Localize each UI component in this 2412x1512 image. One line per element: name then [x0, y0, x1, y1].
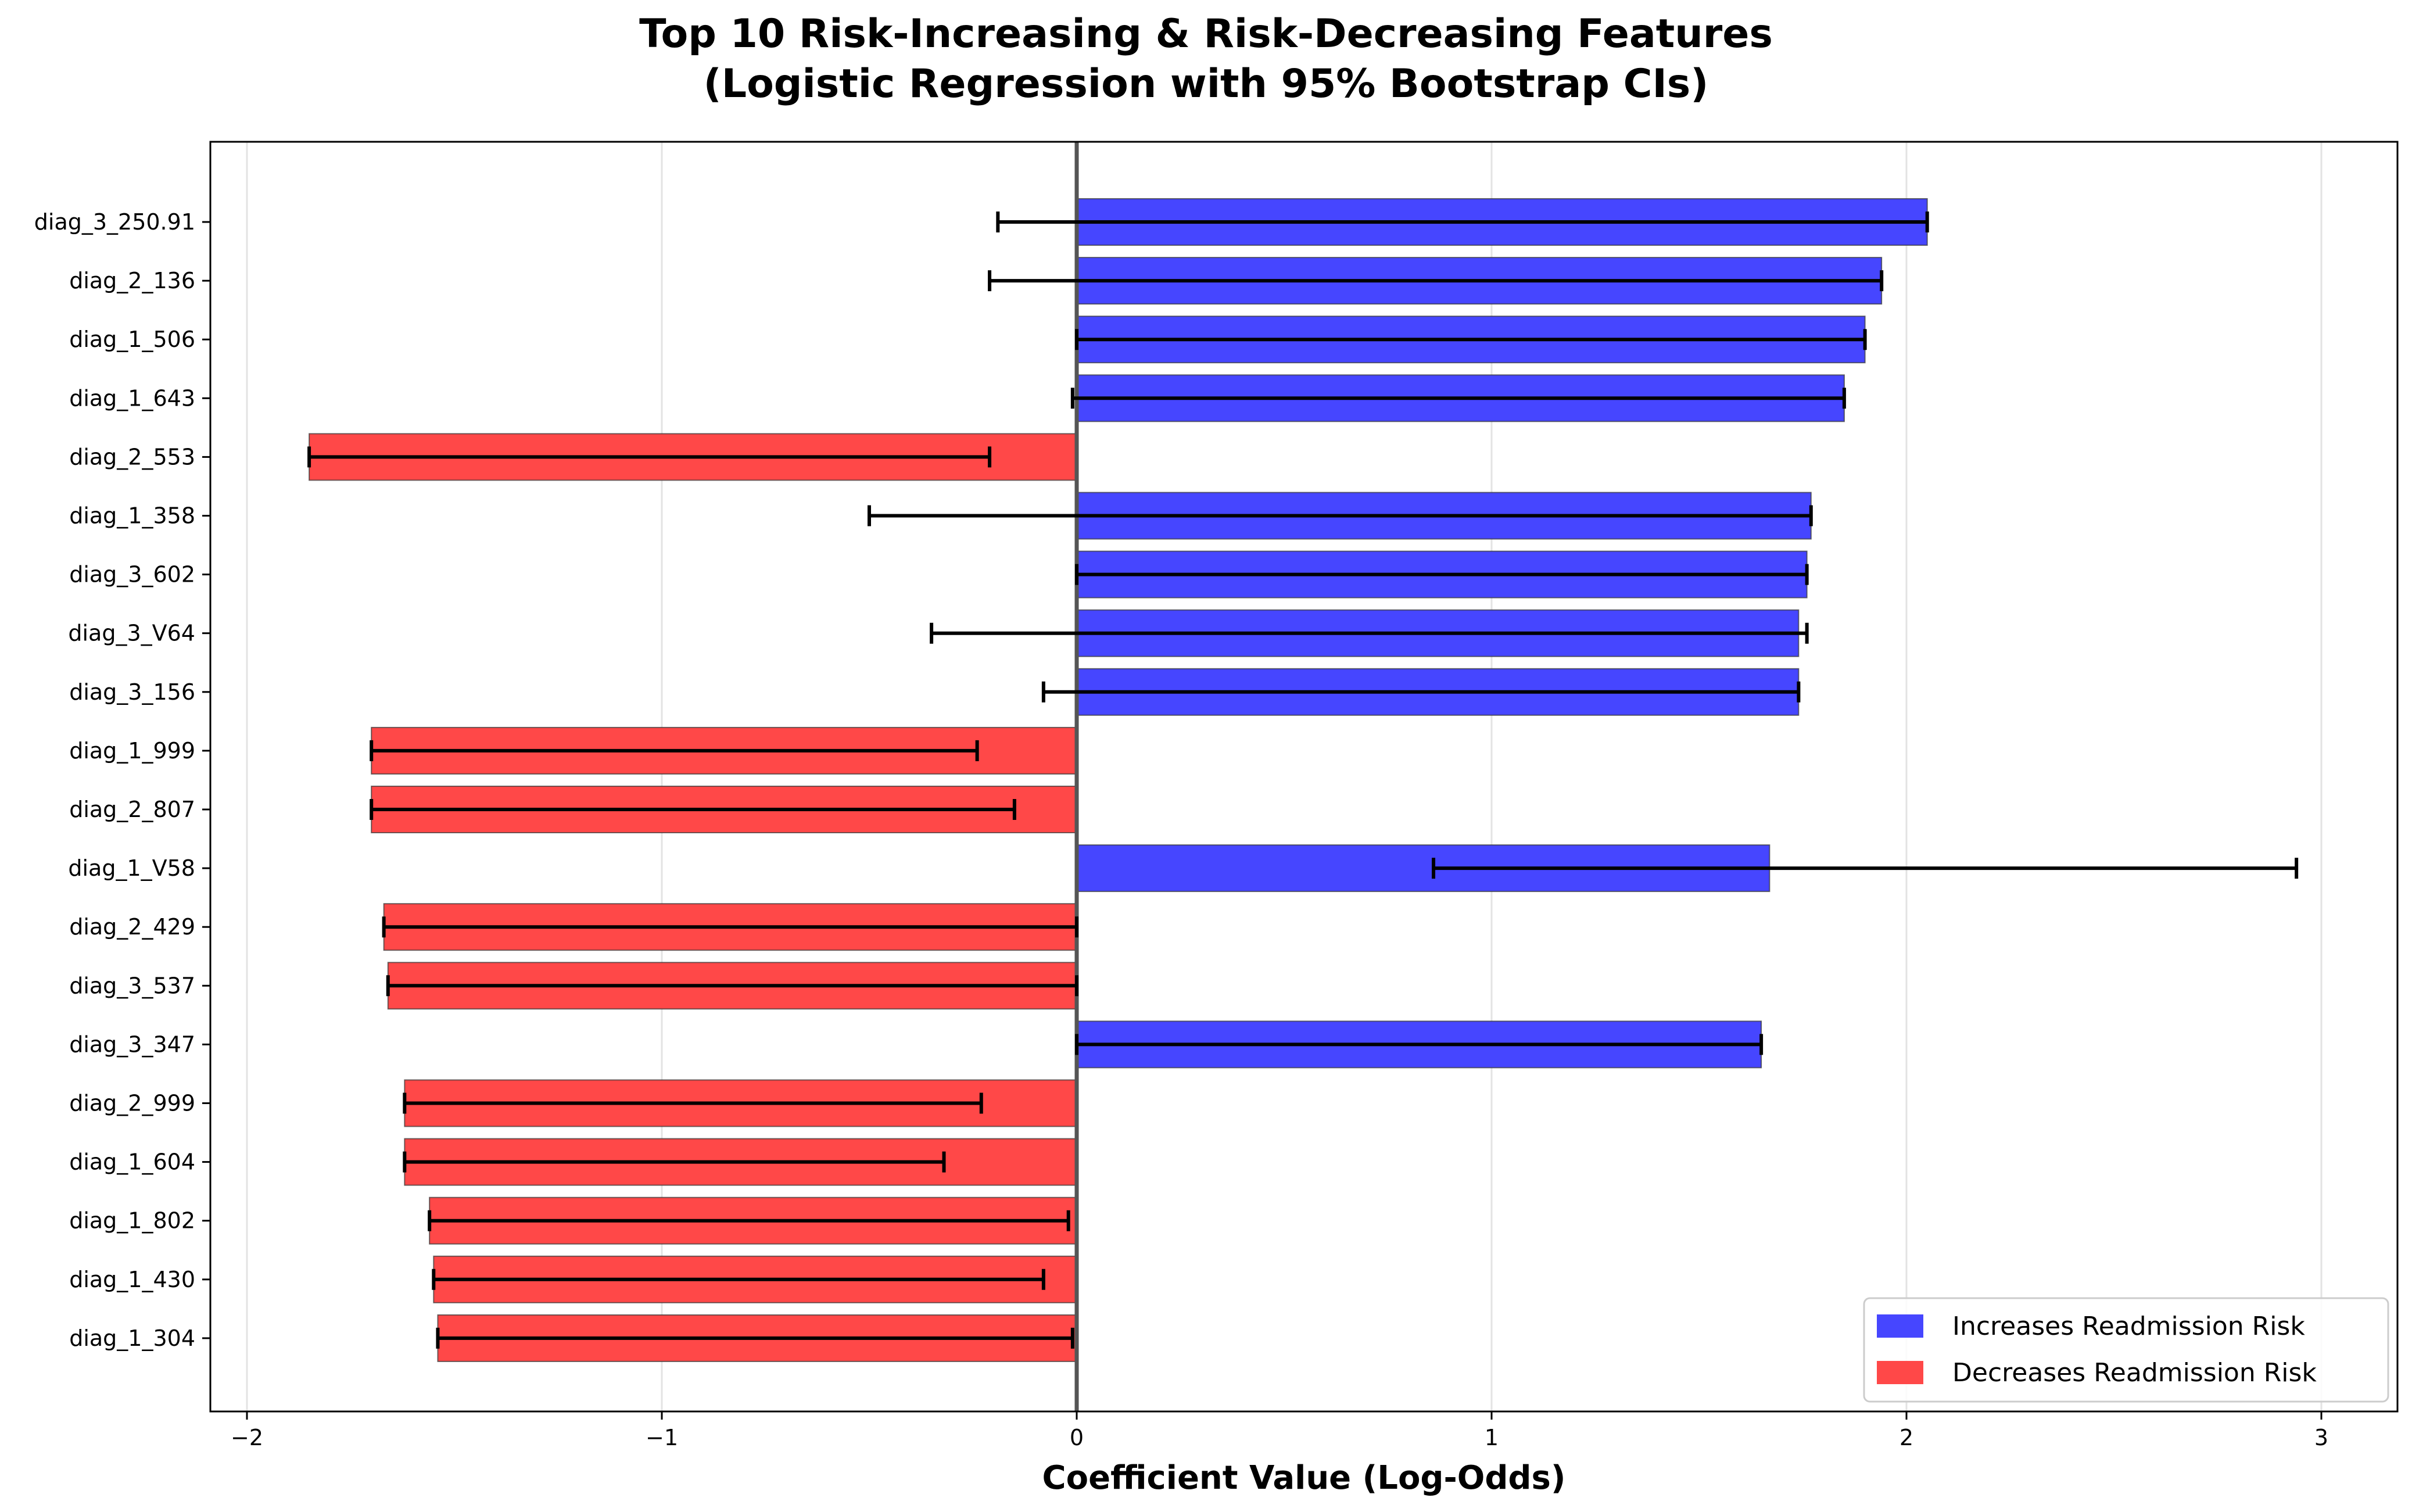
x-tick-label: 2 [1900, 1425, 1913, 1450]
legend: Increases Readmission Risk Decreases Rea… [1863, 1297, 2389, 1403]
chart-title-line-1: Top 10 Risk-Increasing & Risk-Decreasing… [639, 11, 1773, 57]
y-tick-label-diag_2_429: diag_2_429 [69, 914, 195, 940]
chart-title-line-2: (Logistic Regression with 95% Bootstrap … [703, 61, 1709, 107]
y-tick-label-diag_1_999: diag_1_999 [69, 738, 195, 764]
legend-label-decreases: Decreases Readmission Risk [1952, 1358, 2317, 1388]
y-tick-label-diag_2_999: diag_2_999 [69, 1091, 195, 1116]
y-tick-label-diag_3_602: diag_3_602 [69, 562, 195, 587]
x-tick-label: 0 [1070, 1425, 1084, 1450]
y-tick-label-diag_1_304: diag_1_304 [69, 1325, 195, 1351]
y-tick-label-diag_1_V58: diag_1_V58 [68, 855, 195, 881]
y-axis: diag_3_250.91 diag_2_136 diag_1_506 diag_1_… [34, 209, 210, 1351]
y-tick-label-diag_3_156: diag_3_156 [69, 679, 195, 705]
plot-frame [209, 141, 2399, 1413]
x-tick-label: 1 [1485, 1425, 1499, 1450]
error-bars [307, 212, 2299, 1349]
legend-label-increases: Increases Readmission Risk [1952, 1312, 2305, 1341]
y-tick-label-diag_1_430: diag_1_430 [69, 1267, 195, 1292]
bars [309, 198, 1928, 1362]
y-tick-label-diag_3_V64: diag_3_V64 [68, 621, 195, 646]
y-tick-label-diag_2_807: diag_2_807 [69, 797, 195, 822]
y-tick-label-diag_3_347: diag_3_347 [69, 1031, 195, 1057]
y-tick-label-diag_1_506: diag_1_506 [69, 327, 195, 352]
x-tick-label: −1 [646, 1425, 678, 1450]
y-tick-label-diag_1_802: diag_1_802 [69, 1208, 195, 1234]
y-tick-label-diag_2_136: diag_2_136 [69, 268, 195, 293]
x-tick-label: 3 [2314, 1425, 2328, 1450]
y-tick-label-diag_1_604: diag_1_604 [69, 1149, 195, 1175]
legend-swatch-decreases [1877, 1361, 1923, 1384]
legend-swatch-increases [1877, 1314, 1923, 1338]
y-tick-label-diag_1_358: diag_1_358 [69, 503, 195, 529]
y-tick-label-diag_3_537: diag_3_537 [69, 973, 195, 998]
x-axis-label: Coefficient Value (Log-Odds) [1042, 1459, 1566, 1497]
legend-frame [1863, 1297, 2389, 1403]
y-tick-label-diag_3_250.91: diag_3_250.91 [34, 209, 195, 235]
x-axis: −2 −1 0 1 2 3 [231, 1411, 2328, 1450]
chart-title: Top 10 Risk-Increasing & Risk-Decreasing… [0, 9, 2412, 109]
y-tick-label-diag_2_553: diag_2_553 [69, 444, 195, 470]
x-tick-label: −2 [231, 1425, 263, 1450]
y-tick-label-diag_1_643: diag_1_643 [69, 385, 195, 411]
